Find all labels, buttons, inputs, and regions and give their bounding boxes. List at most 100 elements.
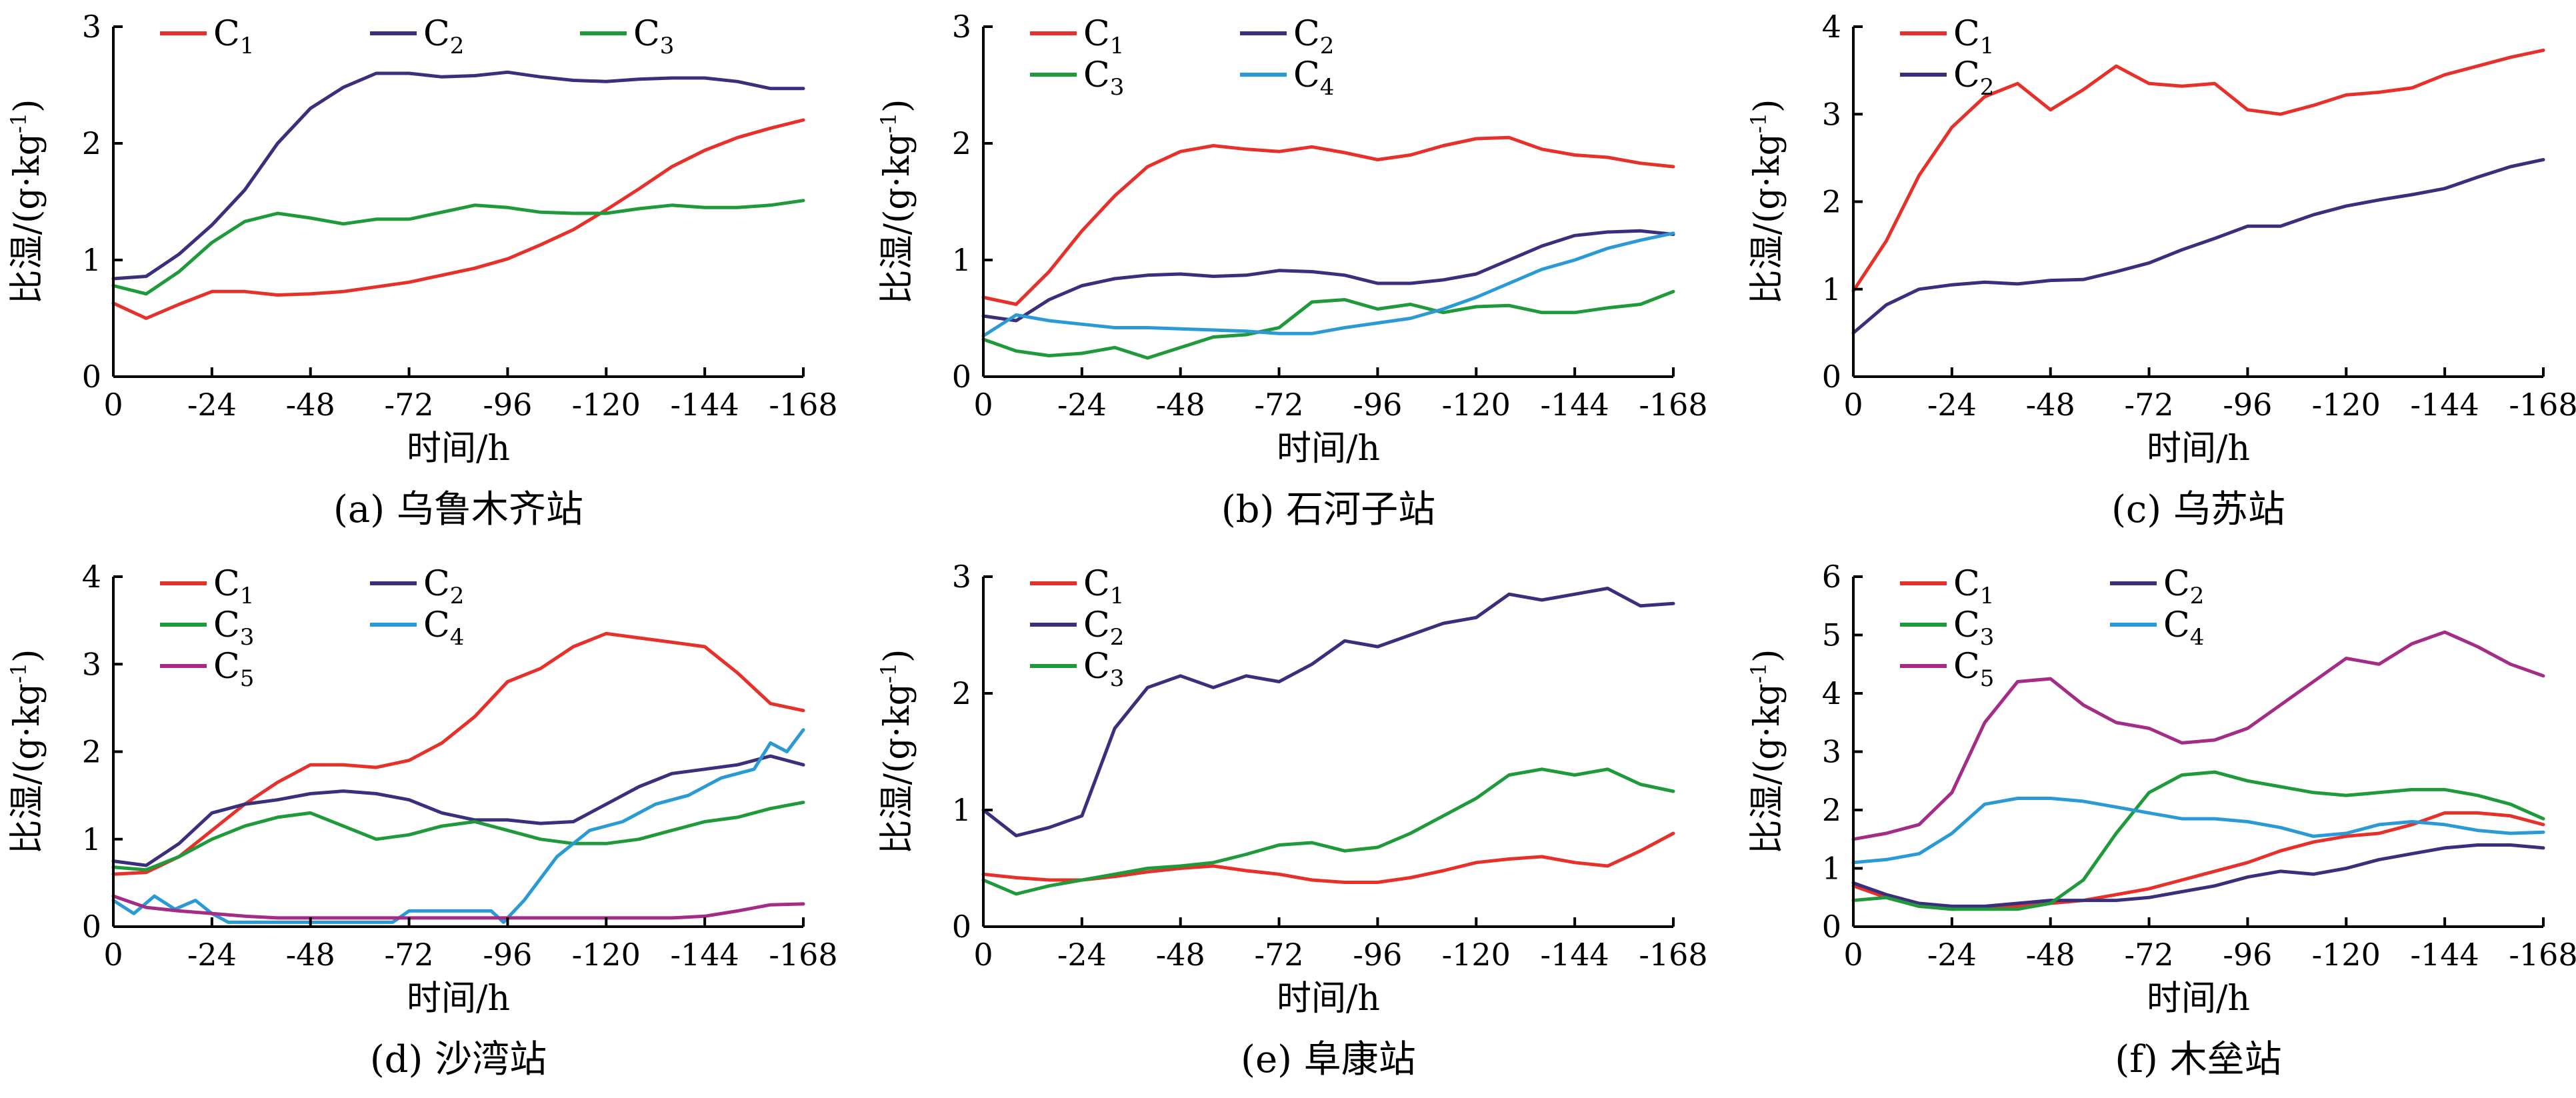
y-axis-label: 比湿/(g·kg-1) xyxy=(1746,99,1787,305)
legend-label-sub: 3 xyxy=(660,33,675,59)
legend-label-sub: 5 xyxy=(1980,665,1995,692)
y-tick-label: 1 xyxy=(952,242,971,278)
legend-entry-c1: C1 xyxy=(1900,564,1994,609)
panel-caption: (a) 乌鲁木齐站 xyxy=(333,488,583,531)
legend-label-sub: 2 xyxy=(1980,74,1995,101)
x-axis-label: 时间/h xyxy=(2147,429,2250,469)
legend-label-sub: 3 xyxy=(240,624,255,651)
x-tick-label: -144 xyxy=(670,937,739,973)
legend-label: C2 xyxy=(1953,55,1994,101)
legend-entry-c3: C3 xyxy=(1900,605,1994,651)
legend-label: C1 xyxy=(213,564,254,609)
x-axis-label: 时间/h xyxy=(2147,979,2250,1019)
x-tick-label: -72 xyxy=(385,387,434,423)
legend-label-letter: C xyxy=(633,14,660,54)
legend-label: C5 xyxy=(1953,647,1994,692)
y-axis-label: 比湿/(g·kg-1) xyxy=(876,99,917,305)
y-axis-label-main: 比湿/(g·kg xyxy=(7,683,47,854)
x-tick-label: -144 xyxy=(670,387,739,423)
legend-entry-c2: C2 xyxy=(2110,564,2204,609)
panel-c: 0 1 2 3 4 0 -24 -48 -72 -96 -120 -144 -168 时间/h 比湿/(g·… xyxy=(1746,9,2576,531)
legend-label-sub: 2 xyxy=(450,33,465,59)
y-axis-label-main: 比湿/(g·kg xyxy=(877,133,917,304)
series-line-c1 xyxy=(111,631,805,876)
y-tick-label: 2 xyxy=(82,125,101,161)
y-axis-label: 比湿/(g·kg-1) xyxy=(1746,649,1787,855)
y-axis-label-sup: -1 xyxy=(1746,663,1771,683)
y-tick-label: 1 xyxy=(1822,271,1841,307)
y-axis-label-main: 比湿/(g·kg xyxy=(7,133,47,304)
x-tick-label: -120 xyxy=(1442,937,1511,973)
legend-label-sub: 3 xyxy=(1110,665,1125,692)
legend-label: C1 xyxy=(1953,564,1994,609)
legend-label-letter: C xyxy=(1083,647,1110,687)
y-tick-label: 3 xyxy=(1822,96,1841,132)
legend-entry-c4: C4 xyxy=(370,605,464,651)
panel-d: 0 1 2 3 4 0 -24 -48 -72 -96 -120 -144 -168 时间/h 比湿/(g·… xyxy=(6,559,838,1081)
panel-a: 0 1 2 3 0 -24 -48 -72 -96 -120 -144 -168 时间/h 比湿/(g·k… xyxy=(6,9,838,531)
legend-label-letter: C xyxy=(1953,605,1980,645)
legend-label-letter: C xyxy=(1083,564,1110,604)
legend-label-letter: C xyxy=(213,605,240,645)
legend-label: C5 xyxy=(213,647,254,692)
legend-label-letter: C xyxy=(2163,564,2190,604)
x-tick-label: -144 xyxy=(2410,387,2479,423)
legend-label: C4 xyxy=(423,605,464,651)
x-tick-label: -72 xyxy=(1255,937,1304,973)
panel-caption: (f) 木垒站 xyxy=(2115,1038,2281,1081)
series-line-c3 xyxy=(111,801,805,872)
panel-caption: (e) 阜康站 xyxy=(1241,1038,1416,1081)
x-tick-label: -168 xyxy=(769,387,837,423)
legend-label: C1 xyxy=(1083,564,1124,609)
y-axis-label-main: 比湿/(g·kg xyxy=(1747,133,1787,304)
x-tick-label: -120 xyxy=(572,387,641,423)
legend-label: C3 xyxy=(213,605,254,651)
x-tick-label: -24 xyxy=(1057,387,1107,423)
legend-label: C1 xyxy=(213,14,254,59)
y-tick-label: 0 xyxy=(1822,909,1841,945)
legend-label: C2 xyxy=(2163,564,2204,609)
x-tick-label: 0 xyxy=(103,387,123,423)
y-tick-label: 2 xyxy=(82,734,101,770)
y-tick-label: 1 xyxy=(82,242,101,278)
y-axis-label-sup: -1 xyxy=(1746,113,1771,133)
legend-label: C2 xyxy=(423,564,464,609)
y-axis-label-main: 比湿/(g·kg xyxy=(877,683,917,854)
legend-label-letter: C xyxy=(213,647,240,687)
legend-label-sub: 1 xyxy=(240,33,255,59)
legend-entry-c5: C5 xyxy=(1900,647,1994,692)
y-axis-label-main: 比湿/(g·kg xyxy=(1747,683,1787,854)
legend-label-letter: C xyxy=(1293,14,1320,54)
y-tick-label: 2 xyxy=(1822,792,1841,828)
x-tick-label: -168 xyxy=(1639,937,1707,973)
legend-entry-c1: C1 xyxy=(1030,564,1124,609)
y-tick-label: 3 xyxy=(952,559,971,595)
legend-label-letter: C xyxy=(2163,605,2190,645)
legend-entry-c1: C1 xyxy=(160,14,254,59)
legend-label-letter: C xyxy=(1293,55,1320,95)
series-line-c3 xyxy=(981,289,1675,360)
legend-label-letter: C xyxy=(423,14,450,54)
legend-entry-c2: C2 xyxy=(1900,55,1994,101)
x-axis-label: 时间/h xyxy=(407,429,510,469)
y-axis-label-sup: -1 xyxy=(876,663,901,683)
legend-entry-c2: C2 xyxy=(370,564,464,609)
legend-entry-c4: C4 xyxy=(2110,605,2204,651)
y-tick-label: 4 xyxy=(1822,675,1841,711)
legend-label: C2 xyxy=(423,14,464,59)
legend-entry-c2: C2 xyxy=(1240,14,1334,59)
series-line-c1 xyxy=(1851,48,2545,293)
legend-label-sub: 4 xyxy=(1320,74,1335,101)
legend-label: C3 xyxy=(1953,605,1994,651)
y-tick-label: 0 xyxy=(82,909,101,945)
legend-entry-c1: C1 xyxy=(1900,14,1994,59)
x-tick-label: -72 xyxy=(385,937,434,973)
x-tick-label: -96 xyxy=(483,387,532,423)
series-line-c1 xyxy=(981,831,1675,884)
y-axis-label-sup: -1 xyxy=(876,113,901,133)
x-tick-label: -48 xyxy=(286,387,335,423)
series-line-c2 xyxy=(981,229,1675,323)
legend-label: C2 xyxy=(1293,14,1334,59)
y-tick-label: 0 xyxy=(82,359,101,395)
